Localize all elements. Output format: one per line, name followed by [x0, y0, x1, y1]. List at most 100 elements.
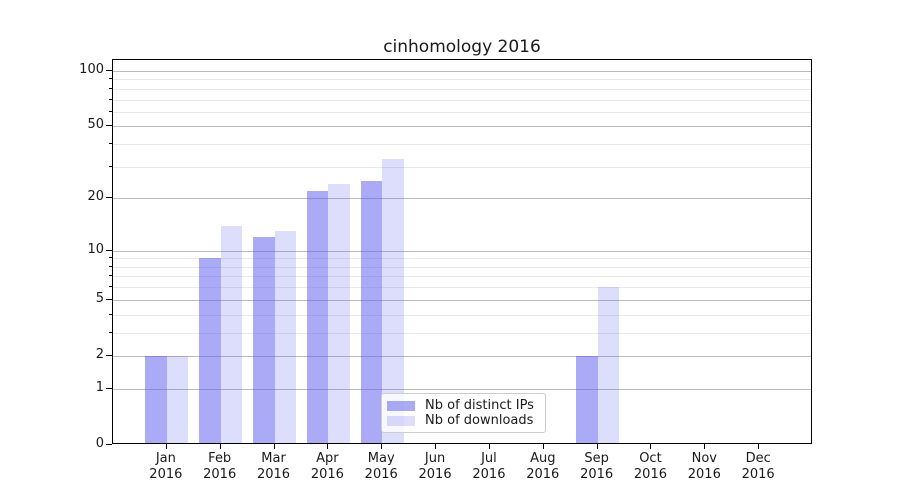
y-tick-mark — [106, 197, 112, 199]
y-minor-tick-mark — [109, 110, 112, 112]
y-tick-mark — [106, 70, 112, 71]
bar-distinct-ips — [199, 258, 221, 443]
y-tick-mark — [106, 298, 112, 300]
x-tick-month: May — [367, 451, 395, 466]
x-tick-label: Aug 2016 — [511, 451, 575, 483]
y-tick-mark — [106, 444, 112, 445]
x-tick-mark — [650, 444, 652, 449]
y-tick-mark — [106, 125, 112, 127]
y-minor-tick-mark — [109, 257, 112, 259]
legend: Nb of distinct IPs Nb of downloads — [381, 393, 546, 433]
minor-gridline — [113, 166, 811, 168]
x-tick-month: Aug — [530, 451, 556, 466]
minor-gridline — [113, 258, 811, 260]
major-gridline — [113, 388, 811, 390]
x-tick-month: Feb — [208, 451, 232, 466]
bar-downloads — [166, 355, 189, 443]
major-gridline — [113, 126, 811, 128]
x-tick-year: 2016 — [633, 467, 667, 482]
bar-distinct-ips — [253, 237, 275, 443]
minor-gridline — [113, 144, 811, 146]
x-tick-month: Oct — [639, 451, 662, 466]
x-tick-mark — [488, 444, 490, 449]
bar-downloads — [328, 184, 350, 443]
y-tick-label: 100 — [79, 62, 104, 77]
x-tick-year: 2016 — [149, 467, 183, 482]
x-tick-year: 2016 — [526, 467, 560, 482]
x-tick-label: Dec 2016 — [726, 451, 790, 483]
x-tick-mark — [327, 444, 329, 449]
y-tick-label: 1 — [95, 379, 104, 395]
x-tick-label: Sep 2016 — [565, 451, 629, 483]
x-tick-label: Nov 2016 — [672, 451, 736, 483]
y-minor-tick-mark — [109, 98, 112, 100]
y-minor-tick-mark — [109, 313, 112, 315]
x-tick-label: May 2016 — [349, 451, 413, 483]
minor-gridline — [113, 266, 811, 268]
x-tick-label: Jul 2016 — [457, 451, 521, 483]
x-tick-month: Jun — [424, 451, 446, 466]
x-tick-year: 2016 — [741, 467, 775, 482]
x-tick-mark — [219, 444, 221, 449]
x-tick-month: Sep — [584, 451, 609, 466]
minor-gridline — [113, 79, 811, 81]
x-tick-label: Oct 2016 — [618, 451, 682, 483]
x-tick-year: 2016 — [203, 467, 237, 482]
plot-area — [112, 59, 812, 444]
x-tick-year: 2016 — [310, 467, 344, 482]
x-tick-month: Mar — [261, 451, 286, 466]
y-minor-tick-mark — [109, 78, 112, 80]
x-tick-label: Apr 2016 — [295, 451, 359, 483]
major-gridline — [113, 198, 811, 200]
y-tick-mark — [106, 387, 112, 389]
x-tick-mark — [165, 444, 167, 449]
y-tick-label: 5 — [95, 290, 104, 306]
x-tick-year: 2016 — [687, 467, 721, 482]
major-gridline — [113, 250, 811, 252]
y-minor-tick-mark — [109, 331, 112, 333]
x-tick-mark — [542, 444, 544, 449]
x-tick-year: 2016 — [418, 467, 452, 482]
x-tick-month: Jul — [481, 451, 497, 466]
legend-item-distinct-ips: Nb of distinct IPs — [387, 398, 537, 413]
x-tick-mark — [596, 444, 598, 449]
y-minor-tick-mark — [109, 143, 112, 145]
bar-distinct-ips — [306, 190, 329, 443]
minor-gridline — [113, 111, 811, 113]
x-tick-mark — [758, 444, 760, 449]
legend-swatch-distinct-ips-icon — [387, 400, 415, 411]
major-gridline — [113, 299, 811, 301]
x-tick-label: Feb 2016 — [188, 451, 252, 483]
x-tick-year: 2016 — [580, 467, 614, 482]
legend-label-downloads: Nb of downloads — [425, 413, 534, 428]
x-tick-mark — [273, 444, 275, 449]
legend-swatch-downloads-icon — [387, 415, 415, 426]
x-tick-year: 2016 — [256, 467, 291, 482]
x-tick-label: Jan 2016 — [134, 451, 198, 483]
major-gridline — [113, 71, 811, 72]
y-tick-label: 50 — [87, 117, 104, 133]
y-tick-label: 10 — [87, 241, 104, 257]
minor-gridline — [113, 287, 811, 289]
minor-gridline — [113, 99, 811, 101]
y-tick-label: 0 — [95, 436, 104, 451]
bar-downloads — [382, 159, 404, 443]
minor-gridline — [113, 88, 811, 90]
minor-gridline — [113, 314, 811, 316]
x-tick-month: Nov — [691, 451, 717, 466]
x-tick-label: Jun 2016 — [403, 451, 467, 483]
y-tick-label: 2 — [95, 346, 104, 362]
bar-distinct-ips — [145, 355, 167, 443]
y-minor-tick-mark — [109, 165, 112, 167]
minor-gridline — [113, 276, 811, 278]
bar-distinct-ips — [360, 180, 383, 443]
x-tick-mark — [435, 444, 437, 449]
y-tick-label: 20 — [87, 189, 104, 205]
minor-gridline — [113, 332, 811, 334]
y-minor-tick-mark — [109, 275, 112, 277]
bar-downloads — [597, 287, 620, 443]
x-tick-year: 2016 — [364, 467, 398, 482]
y-minor-tick-mark — [109, 87, 112, 89]
x-tick-month: Jan — [155, 451, 176, 466]
